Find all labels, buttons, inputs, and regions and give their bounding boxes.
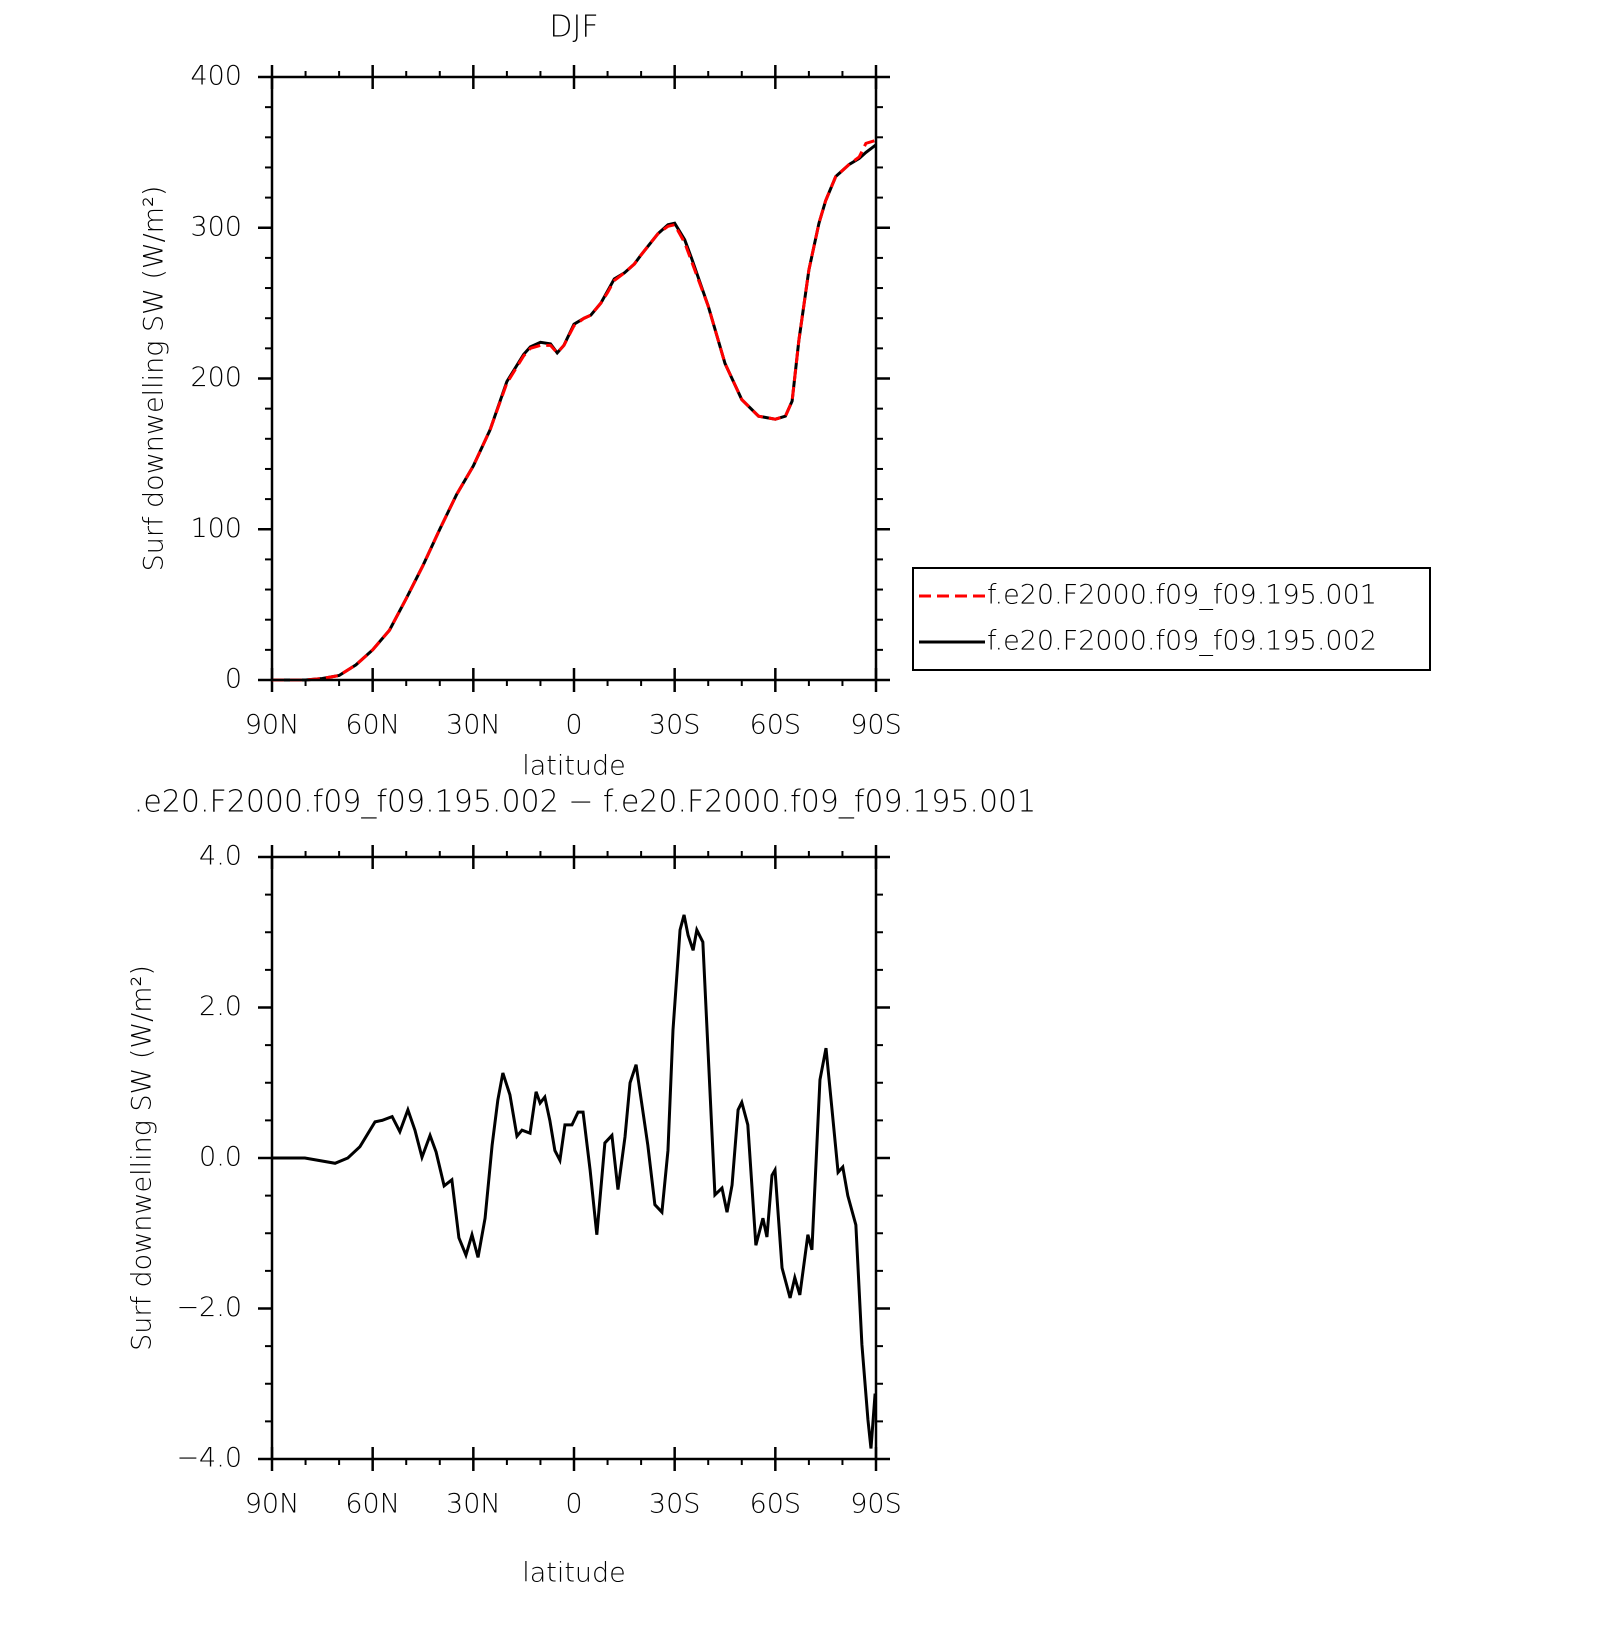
x-tick-label: 60S xyxy=(750,1489,802,1520)
y-tick-label: 400 xyxy=(190,61,242,92)
x-tick-label: 90S xyxy=(850,1489,902,1520)
x-tick-label: 30S xyxy=(649,1489,701,1520)
data-line xyxy=(272,138,877,682)
y-tick-label: 0.0 xyxy=(199,1142,242,1173)
y-tick-label: 2.0 xyxy=(199,991,242,1022)
x-axis-label: latitude xyxy=(522,1558,626,1589)
data-line xyxy=(272,143,877,682)
x-tick-label: 90S xyxy=(850,710,902,741)
y-tick-label: −4.0 xyxy=(176,1443,242,1474)
plot-frame xyxy=(270,855,878,1461)
x-tick-label: 60S xyxy=(750,710,802,741)
y-tick-label: 4.0 xyxy=(199,841,242,872)
x-tick-label: 60N xyxy=(345,1489,400,1520)
y-tick-label: −2.0 xyxy=(176,1292,242,1323)
x-tick-label: 60N xyxy=(345,710,400,741)
y-tick-label: 100 xyxy=(190,513,242,544)
x-tick-label: 30N xyxy=(446,710,501,741)
chart-title: .e20.F2000.f09_f09.195.002 − f.e20.F2000… xyxy=(134,785,1036,820)
y-axis-label: Surf downwelling SW (W/m²) xyxy=(127,965,158,1351)
legend-label: f.e20.F2000.f09_f09.195.002 xyxy=(987,626,1377,657)
legend-label: f.e20.F2000.f09_f09.195.001 xyxy=(987,580,1377,611)
y-tick-label: 200 xyxy=(190,362,242,393)
data-line xyxy=(272,914,877,1449)
x-tick-label: 90N xyxy=(245,710,300,741)
x-axis-label: latitude xyxy=(522,751,626,782)
chart-title: DJF xyxy=(549,10,598,45)
x-tick-label: 30N xyxy=(446,1489,501,1520)
plot-frame xyxy=(270,75,878,682)
y-tick-label: 0 xyxy=(225,664,242,695)
x-tick-label: 30S xyxy=(649,710,701,741)
y-tick-label: 300 xyxy=(190,211,242,242)
x-tick-label: 90N xyxy=(245,1489,300,1520)
x-tick-label: 0 xyxy=(565,710,582,741)
legend-box xyxy=(912,567,1431,671)
x-tick-label: 0 xyxy=(565,1489,582,1520)
y-axis-label: Surf downwelling SW (W/m²) xyxy=(139,186,170,572)
